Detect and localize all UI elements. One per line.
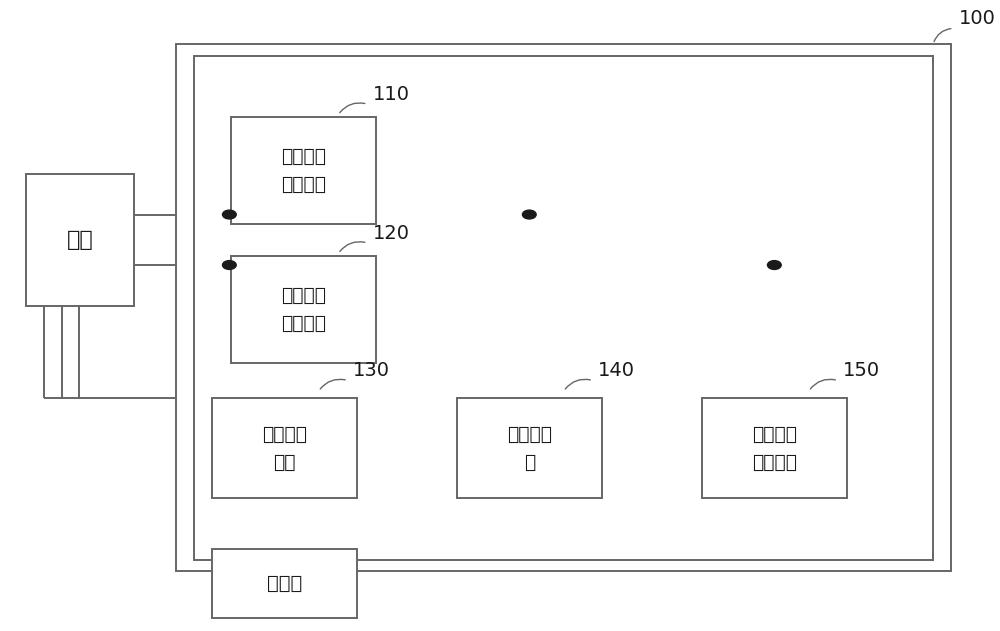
- Bar: [231, 117, 376, 224]
- Text: 电池: 电池: [67, 230, 94, 250]
- Bar: [26, 174, 134, 306]
- Bar: [702, 398, 847, 498]
- Bar: [212, 549, 357, 618]
- Circle shape: [222, 210, 236, 219]
- Text: 140: 140: [598, 362, 635, 380]
- Text: 电量管理
模块: 电量管理 模块: [262, 425, 307, 471]
- Text: 上位机: 上位机: [267, 574, 302, 593]
- Bar: [231, 256, 376, 363]
- Circle shape: [767, 261, 781, 269]
- Text: 微控制单
元: 微控制单 元: [507, 425, 552, 471]
- Text: 130: 130: [353, 362, 390, 380]
- Bar: [176, 44, 951, 571]
- Bar: [457, 398, 602, 498]
- Text: 120: 120: [372, 224, 409, 243]
- Text: 液晶显示
驱动模块: 液晶显示 驱动模块: [752, 425, 797, 471]
- Text: 第二电源
转换电路: 第二电源 转换电路: [281, 286, 326, 333]
- Text: 150: 150: [843, 362, 880, 380]
- Text: 100: 100: [959, 9, 995, 28]
- Circle shape: [522, 210, 536, 219]
- Text: 第一电源
转换电路: 第一电源 转换电路: [281, 147, 326, 194]
- Bar: [212, 398, 357, 498]
- Circle shape: [222, 261, 236, 269]
- Text: 110: 110: [372, 85, 409, 104]
- Bar: [194, 56, 933, 560]
